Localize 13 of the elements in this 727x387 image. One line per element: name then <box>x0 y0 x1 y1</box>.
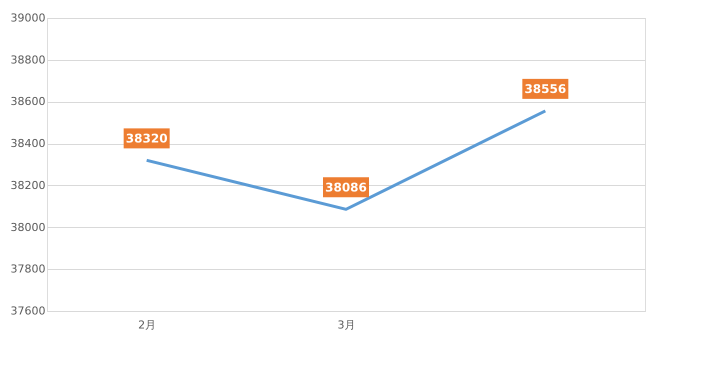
x-tick-label: 2月 <box>138 318 156 332</box>
y-tick-label: 38800 <box>10 53 46 66</box>
data-label: 38086 <box>325 180 367 194</box>
y-tick-label: 39000 <box>10 12 46 24</box>
data-label: 38556 <box>524 82 566 96</box>
y-tick-label: 37600 <box>10 304 46 318</box>
data-label: 38320 <box>126 131 168 146</box>
y-tick-label: 38000 <box>10 220 46 234</box>
y-tick-label: 38200 <box>10 178 46 192</box>
y-tick-label: 37800 <box>10 262 46 276</box>
x-tick-label: 3月 <box>338 318 356 332</box>
y-tick-label: 38400 <box>10 137 46 150</box>
y-tick-label: 38600 <box>10 95 46 108</box>
